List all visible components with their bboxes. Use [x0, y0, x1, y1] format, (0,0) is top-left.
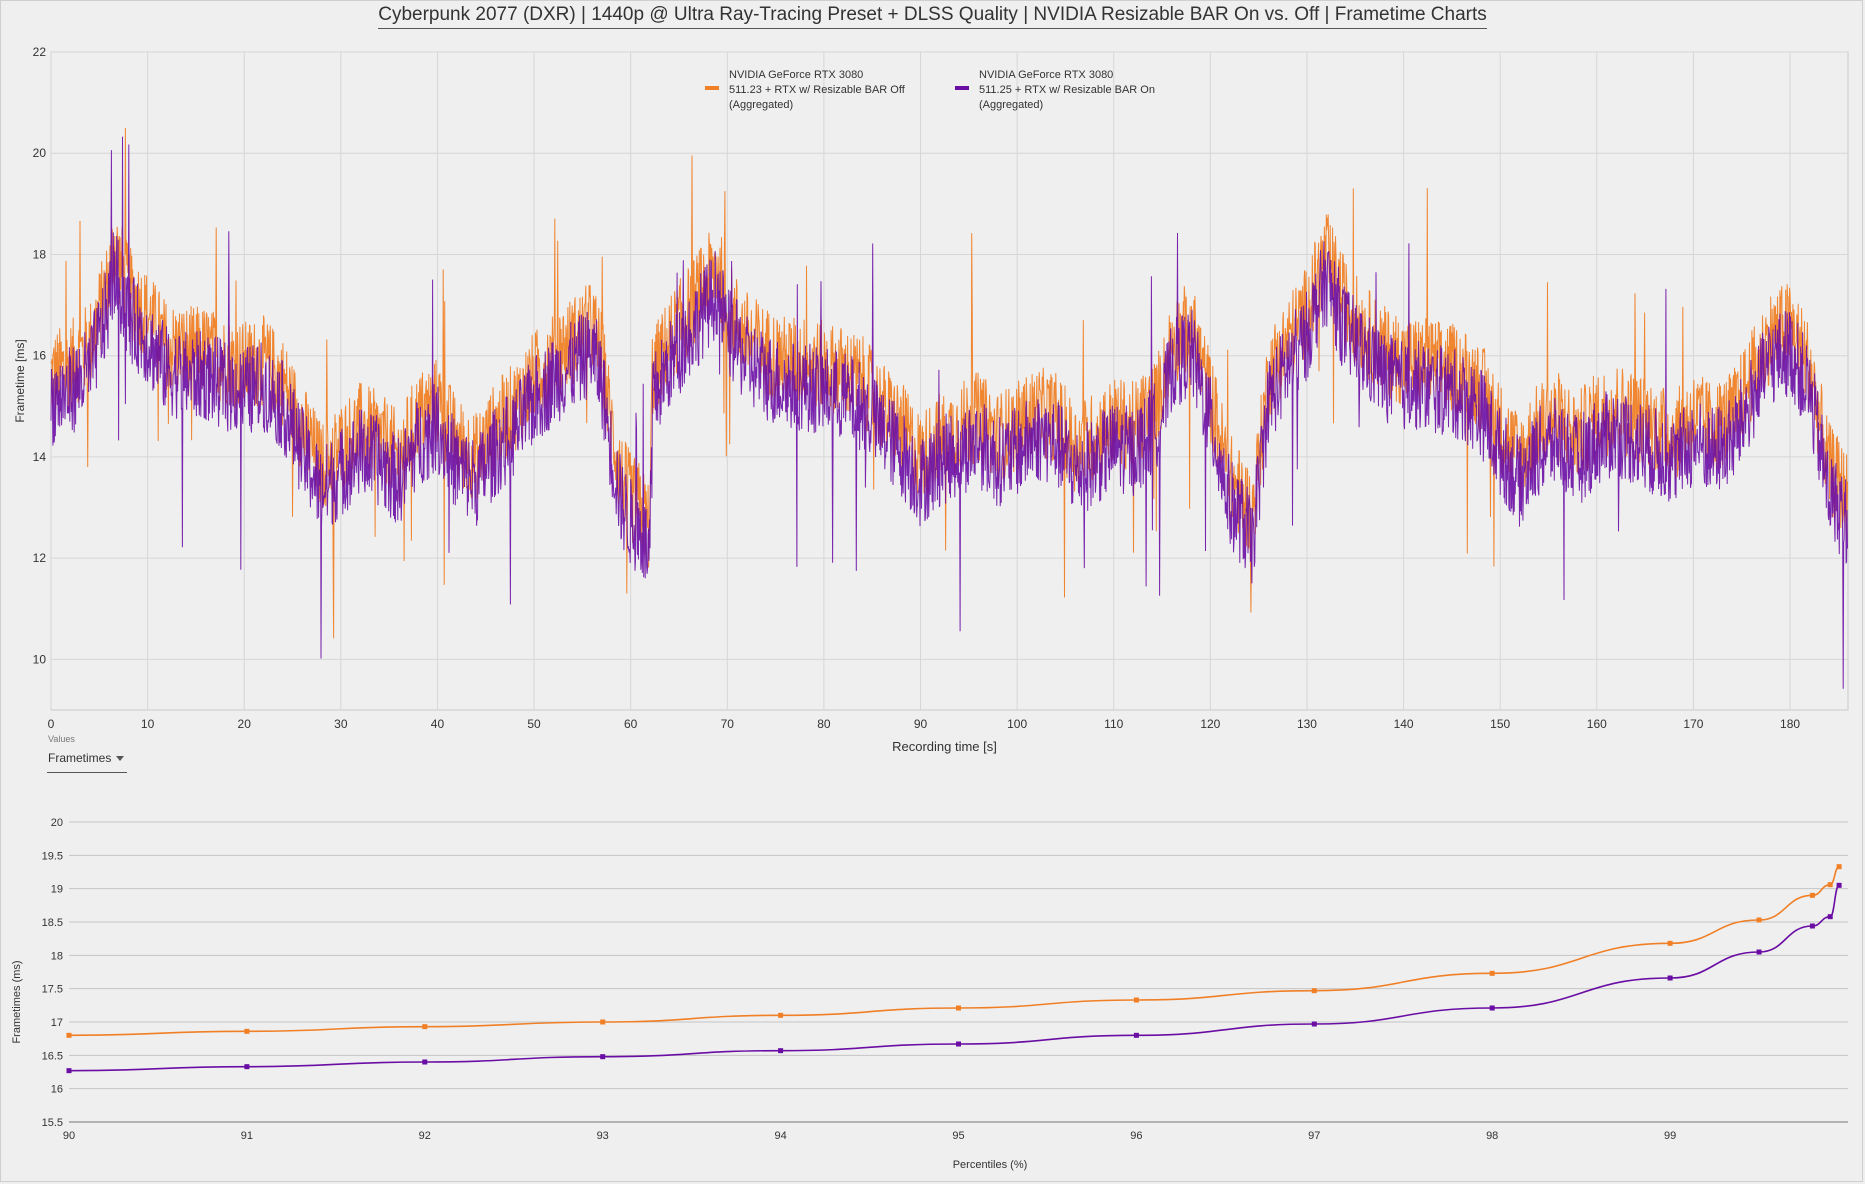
- x-tick-label: 50: [527, 717, 541, 731]
- x-tick-label: 93: [597, 1130, 609, 1142]
- legend-swatch: [705, 86, 719, 90]
- values-dropdown[interactable]: Frametimes: [47, 748, 127, 773]
- percentile-point[interactable]: [1490, 1006, 1495, 1011]
- percentile-point[interactable]: [67, 1068, 72, 1073]
- x-tick-label: 70: [721, 717, 735, 731]
- x-tick-label: 120: [1200, 717, 1220, 731]
- y-tick-label: 16: [33, 349, 47, 363]
- y-tick-label: 16.5: [42, 1050, 63, 1062]
- values-dropdown-selected: Frametimes: [48, 751, 111, 765]
- x-axis-label: Percentiles (%): [953, 1159, 1028, 1171]
- percentile-point[interactable]: [422, 1060, 427, 1065]
- y-tick-label: 12: [33, 551, 47, 565]
- x-tick-label: 94: [774, 1130, 786, 1142]
- percentile-point[interactable]: [1668, 941, 1673, 946]
- percentile-point[interactable]: [1668, 976, 1673, 981]
- y-tick-label: 20: [33, 146, 47, 160]
- percentile-point[interactable]: [778, 1048, 783, 1053]
- y-tick-label: 16: [51, 1084, 63, 1096]
- percentile-point[interactable]: [1312, 988, 1317, 993]
- x-tick-label: 60: [624, 717, 638, 731]
- x-tick-label: 95: [952, 1130, 964, 1142]
- x-tick-label: 10: [141, 717, 155, 731]
- x-tick-label: 90: [63, 1130, 75, 1142]
- x-tick-label: 100: [1007, 717, 1027, 731]
- y-tick-label: 15.5: [42, 1117, 63, 1129]
- percentile-point[interactable]: [956, 1042, 961, 1047]
- x-tick-label: 170: [1683, 717, 1703, 731]
- y-tick-label: 18: [33, 247, 47, 261]
- percentile-point[interactable]: [1134, 1033, 1139, 1038]
- x-axis-label: Recording time [s]: [892, 739, 997, 754]
- y-tick-label: 17: [51, 1017, 63, 1029]
- x-tick-label: 160: [1587, 717, 1607, 731]
- legend-swatch: [955, 86, 969, 90]
- percentile-point[interactable]: [1810, 893, 1815, 898]
- legend-label: 511.25 + RTX w/ Resizable BAR On: [979, 84, 1155, 96]
- legend-label: 511.23 + RTX w/ Resizable BAR Off: [729, 84, 906, 96]
- y-tick-label: 19: [51, 884, 63, 896]
- y-tick-label: 18: [51, 950, 63, 962]
- percentile-point[interactable]: [1490, 971, 1495, 976]
- percentile-point[interactable]: [244, 1064, 249, 1069]
- y-tick-label: 17.5: [42, 984, 63, 996]
- percentile-point[interactable]: [422, 1024, 427, 1029]
- y-tick-label: 22: [33, 45, 47, 59]
- x-tick-label: 0: [48, 717, 55, 731]
- legend-label: NVIDIA GeForce RTX 3080: [979, 69, 1113, 81]
- x-tick-label: 99: [1664, 1130, 1676, 1142]
- chevron-down-icon[interactable]: [116, 756, 124, 761]
- percentile-point[interactable]: [1828, 882, 1833, 887]
- x-tick-label: 90: [914, 717, 928, 731]
- y-tick-label: 14: [33, 450, 47, 464]
- percentile-point[interactable]: [600, 1020, 605, 1025]
- percentile-point[interactable]: [1312, 1022, 1317, 1027]
- x-tick-label: 97: [1308, 1130, 1320, 1142]
- y-axis-label: Frametime [ms]: [13, 339, 27, 422]
- percentile-point[interactable]: [956, 1006, 961, 1011]
- legend-label: NVIDIA GeForce RTX 3080: [729, 69, 863, 81]
- x-tick-label: 30: [334, 717, 348, 731]
- legend-label: (Aggregated): [729, 99, 793, 111]
- legend-label: (Aggregated): [979, 99, 1043, 111]
- x-tick-label: 98: [1486, 1130, 1498, 1142]
- percentile-point[interactable]: [1757, 918, 1762, 923]
- x-tick-label: 96: [1130, 1130, 1142, 1142]
- x-tick-label: 91: [241, 1130, 253, 1142]
- percentile-series-line: [69, 885, 1839, 1070]
- y-axis-label: Frametimes (ms): [11, 960, 23, 1043]
- percentile-point[interactable]: [1134, 998, 1139, 1003]
- percentile-point[interactable]: [1828, 914, 1833, 919]
- y-tick-label: 18.5: [42, 917, 63, 929]
- percentile-point[interactable]: [67, 1033, 72, 1038]
- frametime-chart: 0 10 20 30 40 50 60 70 80 90 100 110 120 130 140 150 160…: [13, 45, 1848, 754]
- x-tick-label: 40: [431, 717, 445, 731]
- percentile-point[interactable]: [244, 1029, 249, 1034]
- x-tick-label: 130: [1297, 717, 1317, 731]
- percentile-point[interactable]: [1810, 924, 1815, 929]
- x-tick-label: 110: [1104, 717, 1123, 731]
- y-tick-label: 20: [51, 817, 63, 829]
- x-tick-label: 180: [1780, 717, 1800, 731]
- percentile-chart: 15.5 16 16.5 17 17.5 18 18.5 19 19.5 20 90 91 92 93 94…: [11, 817, 1848, 1171]
- percentile-point[interactable]: [600, 1054, 605, 1059]
- values-dropdown-caption: Values: [48, 734, 75, 744]
- x-tick-label: 92: [419, 1130, 431, 1142]
- y-tick-label: 10: [33, 652, 47, 666]
- y-tick-label: 19.5: [42, 850, 63, 862]
- percentile-point[interactable]: [1837, 883, 1842, 888]
- x-tick-label: 80: [817, 717, 831, 731]
- percentile-point[interactable]: [778, 1013, 783, 1018]
- x-tick-label: 150: [1490, 717, 1510, 731]
- percentile-point[interactable]: [1757, 950, 1762, 955]
- x-tick-label: 140: [1394, 717, 1414, 731]
- x-tick-label: 20: [238, 717, 252, 731]
- percentile-series-line: [69, 867, 1839, 1036]
- charts-canvas: 0 10 20 30 40 50 60 70 80 90 100 110 120 130 140 150 160…: [0, 0, 1865, 1184]
- percentile-point[interactable]: [1837, 864, 1842, 869]
